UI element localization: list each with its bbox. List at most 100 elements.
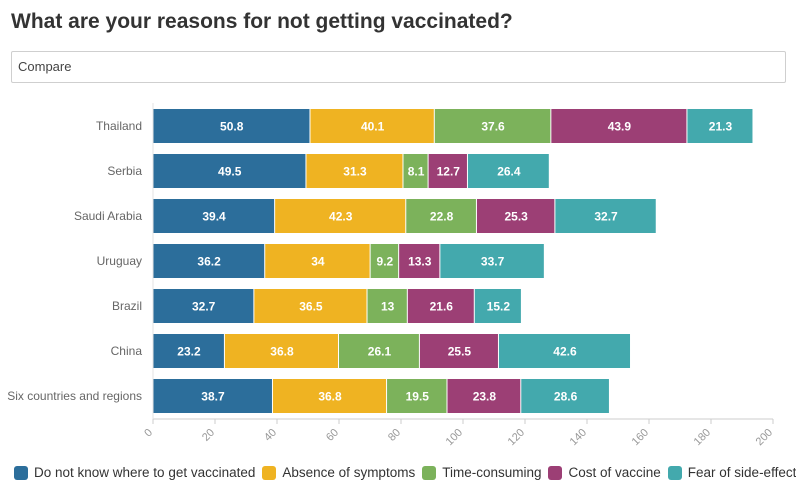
bar-segment[interactable]: [498, 334, 631, 368]
legend-swatch: [548, 465, 563, 480]
data-label: 37.6: [481, 120, 505, 134]
bar-segment[interactable]: [153, 154, 306, 188]
data-label: 21.3: [709, 120, 733, 134]
bar-segment[interactable]: [153, 289, 254, 323]
data-label: 25.5: [448, 345, 472, 359]
data-label: 40.1: [361, 120, 385, 134]
data-label: 36.5: [299, 300, 323, 314]
bar-segment[interactable]: [521, 379, 609, 413]
data-label: 31.3: [343, 165, 367, 179]
legend-label: Cost of vaccine: [568, 465, 661, 480]
legend-swatch: [262, 465, 277, 480]
bar-segment[interactable]: [551, 109, 687, 143]
legend-item[interactable]: Cost of vaccine: [548, 465, 661, 480]
bar-segment[interactable]: [275, 199, 406, 233]
data-label: 38.7: [201, 390, 225, 404]
bar-segment[interactable]: [254, 289, 367, 323]
bar-segment[interactable]: [370, 244, 399, 278]
legend-item[interactable]: Time-consuming: [422, 465, 541, 480]
bar-segment[interactable]: [153, 379, 272, 413]
bar-segment[interactable]: [476, 199, 555, 233]
category-label: Saudi Arabia: [74, 209, 142, 223]
bar-segment[interactable]: [387, 379, 447, 413]
stacked-bar-chart: Thailand 50.8 40.1 37.6 43.9 21.3 Serbia 49.5 31…: [7, 103, 775, 448]
data-label: 50.8: [220, 120, 244, 134]
data-label: 42.6: [553, 345, 577, 359]
bar-segment[interactable]: [434, 109, 551, 143]
data-label: 26.4: [497, 165, 521, 179]
bar-segment[interactable]: [272, 379, 387, 413]
bar-segment[interactable]: [339, 334, 419, 368]
data-label: 39.4: [202, 210, 226, 224]
category-label: Six countries and regions: [7, 389, 142, 403]
legend-item[interactable]: Absence of symptoms: [262, 465, 415, 480]
bar-segment[interactable]: [474, 289, 521, 323]
legend-label: Fear of side-effects: [687, 465, 796, 480]
x-tick-label: 40: [262, 427, 279, 444]
x-tick-label: 0: [142, 427, 155, 440]
bar-segment[interactable]: [399, 244, 440, 278]
data-label: 32.7: [192, 300, 216, 314]
x-tick-label: 60: [324, 427, 341, 444]
bar-segment[interactable]: [153, 244, 265, 278]
bar-segment[interactable]: [306, 154, 403, 188]
data-label: 26.1: [368, 345, 392, 359]
data-label: 12.7: [437, 165, 461, 179]
data-label: 23.2: [177, 345, 201, 359]
bar-segment[interactable]: [440, 244, 544, 278]
compare-dropdown[interactable]: Compare: [11, 51, 786, 83]
bar-segment[interactable]: [467, 154, 549, 188]
data-label: 9.2: [377, 255, 394, 269]
x-tick-label: 160: [630, 427, 651, 448]
bar-segment[interactable]: [447, 379, 521, 413]
bar-segment[interactable]: [407, 289, 474, 323]
chart-legend: Do not know where to get vaccinated Absen…: [14, 465, 796, 480]
legend-label: Time-consuming: [442, 465, 542, 480]
legend-swatch: [14, 465, 28, 480]
legend-swatch: [667, 465, 682, 480]
category-label: Thailand: [96, 119, 142, 133]
bar-segment[interactable]: [406, 199, 476, 233]
x-tick-label: 200: [754, 427, 775, 448]
data-label: 49.5: [218, 165, 242, 179]
bar-segment[interactable]: [310, 109, 434, 143]
bar-segment[interactable]: [153, 109, 310, 143]
data-label: 36.8: [270, 345, 294, 359]
legend-label: Do not know where to get vaccinated: [34, 465, 256, 480]
chart-title: What are your reasons for not getting va…: [11, 10, 513, 33]
legend-swatch: [422, 465, 437, 480]
bar-segment[interactable]: [403, 154, 428, 188]
data-label: 36.2: [197, 255, 221, 269]
data-label: 15.2: [487, 300, 511, 314]
data-label: 28.6: [554, 390, 578, 404]
data-label: 22.8: [430, 210, 454, 224]
x-tick-label: 180: [692, 427, 713, 448]
data-label: 19.5: [406, 390, 430, 404]
legend-item[interactable]: Fear of side-effects: [667, 465, 796, 480]
data-label: 42.3: [329, 210, 353, 224]
data-label: 32.7: [594, 210, 618, 224]
bar-segment[interactable]: [428, 154, 467, 188]
category-label: Serbia: [107, 164, 142, 178]
legend-item[interactable]: Do not know where to get vaccinated: [14, 465, 255, 480]
bar-segment[interactable]: [419, 334, 498, 368]
bar-segment[interactable]: [555, 199, 656, 233]
bar-segment[interactable]: [153, 334, 224, 368]
bar-segment[interactable]: [153, 199, 275, 233]
bar-segment[interactable]: [224, 334, 338, 368]
bar-segment[interactable]: [367, 289, 407, 323]
category-label: China: [111, 344, 143, 358]
legend-label: Absence of symptoms: [282, 465, 416, 480]
bar-segment[interactable]: [265, 244, 370, 278]
data-label: 23.8: [473, 390, 497, 404]
bar-segment[interactable]: [687, 109, 753, 143]
data-label: 33.7: [481, 255, 505, 269]
data-label: 43.9: [608, 120, 632, 134]
x-tick-label: 140: [568, 427, 589, 448]
data-label: 8.1: [408, 165, 425, 179]
data-label: 13: [381, 300, 395, 314]
x-tick-label: 80: [386, 427, 403, 444]
data-label: 21.6: [430, 300, 454, 314]
x-tick-label: 120: [506, 427, 527, 448]
